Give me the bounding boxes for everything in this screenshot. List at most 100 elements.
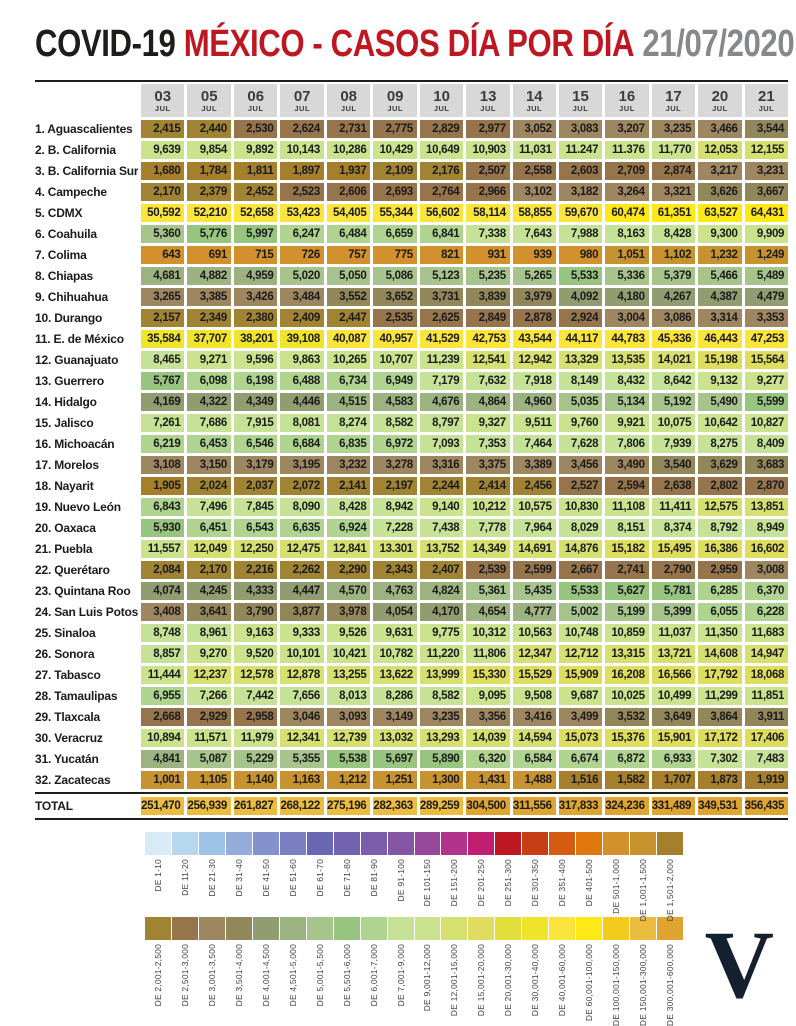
page-title: COVID-19 MÉXICO - CASOS DÍA POR DÍA 21/0… xyxy=(35,18,795,70)
value-cell: 1,300 xyxy=(419,771,464,789)
legend-swatch xyxy=(522,917,549,940)
total-cell: 261,827 xyxy=(233,797,278,815)
value-cell: 13,535 xyxy=(605,351,649,369)
value-cell: 7,845 xyxy=(233,498,278,516)
value-cell: 10,830 xyxy=(558,498,603,516)
value-cell: 10,312 xyxy=(466,624,510,642)
value-cell: 6,228 xyxy=(744,603,789,621)
value-cell: 3,385 xyxy=(187,288,231,306)
value-cell: 2,157 xyxy=(141,309,185,327)
column-header: 16 JUL xyxy=(605,84,649,117)
value-cell: 4,676 xyxy=(419,393,464,411)
value-cell: 4,882 xyxy=(187,267,231,285)
legend-swatch xyxy=(414,917,441,940)
legend-label-cell: DE 81-90 xyxy=(361,855,387,921)
value-cell: 11,557 xyxy=(141,540,185,558)
column-month: JUL xyxy=(572,103,589,113)
value-cell: 7,228 xyxy=(373,519,417,537)
value-cell: 6,055 xyxy=(698,603,742,621)
value-cell: 3,839 xyxy=(466,288,510,306)
value-cell: 9,271 xyxy=(187,351,231,369)
value-cell: 15,909 xyxy=(558,666,603,684)
value-cell: 1,905 xyxy=(141,477,185,495)
legend-range-label: DE 12,001-15,000 xyxy=(449,944,460,1017)
value-cell: 55,344 xyxy=(373,204,417,222)
value-cell: 2,197 xyxy=(373,477,417,495)
value-cell: 2,343 xyxy=(373,561,417,579)
value-cell: 691 xyxy=(187,246,231,264)
value-cell: 4,570 xyxy=(326,582,371,600)
state-label: 3. B. California Sur xyxy=(35,164,138,178)
value-cell: 6,955 xyxy=(141,687,185,705)
value-cell: 11,108 xyxy=(605,498,649,516)
value-cell: 15,529 xyxy=(512,666,556,684)
value-cell: 2,380 xyxy=(233,309,278,327)
state-label: 5. CDMX xyxy=(35,206,83,220)
value-cell: 4,583 xyxy=(373,393,417,411)
value-cell: 7,266 xyxy=(187,687,231,705)
value-cell: 6,659 xyxy=(373,225,417,243)
total-cell: 324,236 xyxy=(605,797,649,815)
value-cell: 11,299 xyxy=(698,687,742,705)
legend-swatch xyxy=(333,832,360,855)
legend-row2-swatches xyxy=(145,917,683,940)
legend-label-cell: DE 7,001-9,000 xyxy=(388,940,414,1026)
value-cell: 2,523 xyxy=(280,183,324,201)
value-cell: 58,855 xyxy=(512,204,556,222)
value-cell: 11.247 xyxy=(558,141,603,159)
value-cell: 4,479 xyxy=(744,288,789,306)
value-cell: 7,806 xyxy=(605,435,649,453)
value-cell: 8,274 xyxy=(326,414,371,432)
state-label: 31. Yucatán xyxy=(35,752,99,766)
value-cell: 18,068 xyxy=(744,666,789,684)
legend-range-label: DE 251-300 xyxy=(503,859,514,907)
value-cell: 2,731 xyxy=(326,120,371,138)
column-month: JUL xyxy=(433,103,450,113)
state-label: 10. Durango xyxy=(35,311,103,325)
value-cell: 1,163 xyxy=(280,771,324,789)
value-cell: 39,108 xyxy=(280,330,324,348)
legend-label-cell: DE 31-40 xyxy=(226,855,252,921)
value-cell: 47,253 xyxy=(744,330,789,348)
value-cell: 15,376 xyxy=(605,729,649,747)
state-label: 16. Michoacán xyxy=(35,437,115,451)
value-cell: 4,654 xyxy=(466,603,510,621)
value-cell: 9,863 xyxy=(280,351,324,369)
value-cell: 5,533 xyxy=(558,267,603,285)
legend-label-cell: DE 12,001-15,000 xyxy=(441,940,467,1026)
legend-range-label: DE 91-100 xyxy=(395,859,406,902)
legend-range-label: DE 351-400 xyxy=(557,859,568,907)
value-cell: 4,864 xyxy=(466,393,510,411)
state-label: 27. Tabasco xyxy=(35,668,101,682)
legend-swatch xyxy=(441,832,468,855)
value-cell: 6,933 xyxy=(651,750,696,768)
value-cell: 14,021 xyxy=(651,351,696,369)
legend-range-label: DE 1-10 xyxy=(152,859,163,892)
value-cell: 4,447 xyxy=(280,582,324,600)
value-cell: 17,172 xyxy=(698,729,742,747)
value-cell: 37,707 xyxy=(187,330,231,348)
column-header: 06 JUL xyxy=(233,84,278,117)
value-cell: 7,353 xyxy=(466,435,510,453)
value-cell: 8,961 xyxy=(187,624,231,642)
value-cell: 5,134 xyxy=(605,393,649,411)
value-cell: 7,988 xyxy=(558,225,603,243)
value-cell: 5,627 xyxy=(605,582,649,600)
value-cell: 11,239 xyxy=(419,351,464,369)
value-cell: 7,464 xyxy=(512,435,556,453)
value-cell: 980 xyxy=(558,246,603,264)
value-cell: 10,575 xyxy=(512,498,556,516)
value-cell: 12,250 xyxy=(233,540,278,558)
state-label: 29. Tlaxcala xyxy=(35,710,100,724)
value-cell: 12,541 xyxy=(466,351,510,369)
legend-label-cell: DE 3,501-4,000 xyxy=(226,940,252,1026)
value-cell: 7,483 xyxy=(744,750,789,768)
value-cell: 52,658 xyxy=(233,204,278,222)
legend-range-label: DE 7,001-9,000 xyxy=(395,944,406,1007)
legend-label-cell: DE 251-300 xyxy=(495,855,521,921)
value-cell: 16,386 xyxy=(698,540,742,558)
value-cell: 9,526 xyxy=(326,624,371,642)
legend-label-cell: DE 100,001-150,000 xyxy=(603,940,629,1026)
value-cell: 6,320 xyxy=(466,750,510,768)
value-cell: 6,370 xyxy=(744,582,789,600)
